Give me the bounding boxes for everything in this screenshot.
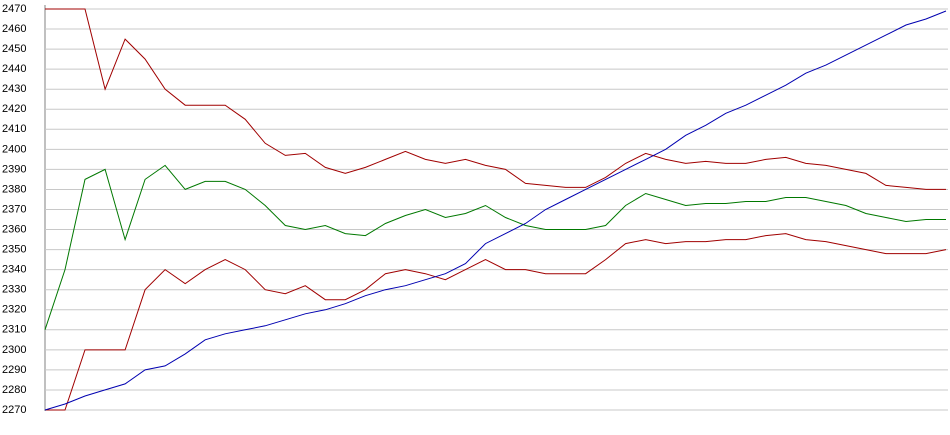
y-tick-label: 2400: [2, 143, 26, 155]
y-tick-label: 2450: [2, 43, 26, 55]
y-tick-label: 2460: [2, 23, 26, 35]
y-tick-label: 2380: [2, 183, 26, 195]
y-tick-label: 2300: [2, 344, 26, 356]
y-tick-label: 2420: [2, 103, 26, 115]
y-tick-label: 2430: [2, 83, 26, 95]
y-tick-label: 2280: [2, 384, 26, 396]
y-tick-label: 2290: [2, 364, 26, 376]
y-tick-label: 2350: [2, 244, 26, 256]
series-line: [44, 10, 947, 411]
y-tick-label: 2470: [2, 3, 26, 15]
series-line: [45, 233, 947, 411]
y-tick-label: 2330: [2, 284, 26, 296]
y-tick-label: 2410: [2, 123, 26, 135]
y-tick-label: 2360: [2, 223, 26, 235]
y-tick-label: 2370: [2, 203, 26, 215]
y-tick-label: 2310: [2, 324, 26, 336]
y-tick-label: 2320: [2, 304, 26, 316]
series-line: [45, 8, 946, 190]
y-tick-label: 2440: [2, 63, 26, 75]
y-tick-label: 2340: [2, 264, 26, 276]
y-tick-label: 2390: [2, 163, 26, 175]
y-tick-label: 2270: [2, 404, 26, 416]
series-line: [44, 164, 946, 330]
